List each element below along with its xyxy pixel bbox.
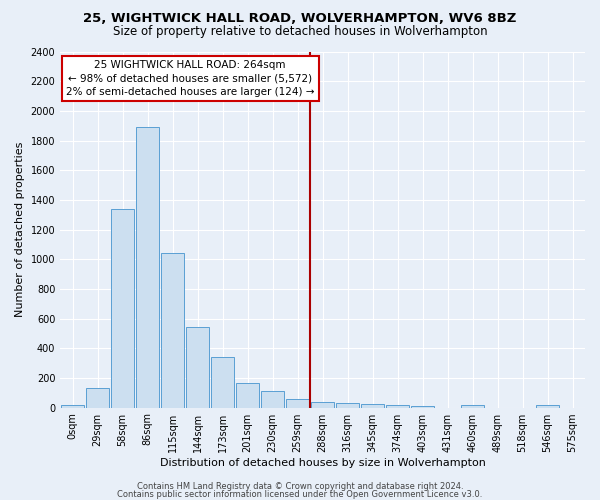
Bar — [236, 383, 259, 407]
Bar — [211, 357, 234, 408]
Bar — [412, 406, 434, 407]
X-axis label: Distribution of detached houses by size in Wolverhampton: Distribution of detached houses by size … — [160, 458, 485, 468]
Text: Contains HM Land Registry data © Crown copyright and database right 2024.: Contains HM Land Registry data © Crown c… — [137, 482, 463, 491]
Bar — [262, 392, 284, 407]
Bar — [361, 404, 384, 407]
Bar — [536, 404, 559, 407]
Bar — [311, 402, 334, 407]
Text: Contains public sector information licensed under the Open Government Licence v3: Contains public sector information licen… — [118, 490, 482, 499]
Bar — [161, 254, 184, 408]
Bar — [187, 328, 209, 407]
Y-axis label: Number of detached properties: Number of detached properties — [15, 142, 25, 317]
Text: 25, WIGHTWICK HALL ROAD, WOLVERHAMPTON, WV6 8BZ: 25, WIGHTWICK HALL ROAD, WOLVERHAMPTON, … — [83, 12, 517, 26]
Text: Size of property relative to detached houses in Wolverhampton: Size of property relative to detached ho… — [113, 25, 487, 38]
Bar — [86, 388, 109, 407]
Bar — [112, 209, 134, 408]
Text: 25 WIGHTWICK HALL ROAD: 264sqm
← 98% of detached houses are smaller (5,572)
2% o: 25 WIGHTWICK HALL ROAD: 264sqm ← 98% of … — [66, 60, 314, 97]
Bar — [61, 404, 84, 407]
Bar — [337, 403, 359, 407]
Bar — [286, 400, 309, 407]
Bar — [386, 406, 409, 407]
Bar — [461, 404, 484, 407]
Bar — [136, 127, 159, 408]
